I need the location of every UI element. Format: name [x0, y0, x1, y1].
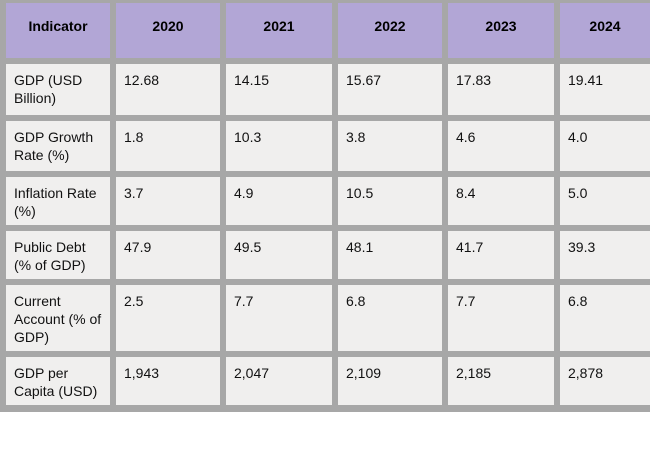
value-cell: 47.9 [110, 224, 226, 285]
value-cell: 12.68 [110, 57, 226, 121]
value-cell: 2,185 [442, 350, 560, 412]
row-label-cell: GDP (USD Billion) [0, 57, 116, 121]
value-cell: 39.3 [554, 224, 650, 285]
value-cell: 7.7 [220, 278, 338, 357]
value-cell: 19.41 [554, 57, 650, 121]
table-row-gdp-per-capita: GDP per Capita (USD) 1,943 2,047 2,109 2… [0, 350, 650, 412]
value-cell: 3.8 [332, 114, 448, 177]
value-cell: 15.67 [332, 57, 448, 121]
value-cell: 1,943 [110, 350, 226, 412]
column-header-2023: 2023 [442, 0, 560, 64]
row-label-cell: GDP per Capita (USD) [0, 350, 116, 412]
value-cell: 7.7 [442, 278, 560, 357]
value-cell: 3.7 [110, 170, 226, 231]
value-cell: 41.7 [442, 224, 560, 285]
row-label-cell: Inflation Rate (%) [0, 170, 116, 231]
value-cell: 48.1 [332, 224, 448, 285]
value-cell: 1.8 [110, 114, 226, 177]
value-cell: 6.8 [554, 278, 650, 357]
row-label-cell: Current Account (% of GDP) [0, 278, 116, 357]
value-cell: 2,047 [220, 350, 338, 412]
table-row-public-debt: Public Debt (% of GDP) 47.9 49.5 48.1 41… [0, 224, 650, 285]
column-header-indicator: Indicator [0, 0, 116, 64]
table-row-current-account: Current Account (% of GDP) 2.5 7.7 6.8 7… [0, 278, 650, 357]
value-cell: 6.8 [332, 278, 448, 357]
indicators-table: Indicator 2020 2021 2022 2023 2024 GDP (… [0, 0, 650, 412]
value-cell: 10.3 [220, 114, 338, 177]
value-cell: 8.4 [442, 170, 560, 231]
value-cell: 5.0 [554, 170, 650, 231]
table-row-gdp-growth: GDP Growth Rate (%) 1.8 10.3 3.8 4.6 4.0 [0, 114, 650, 177]
value-cell: 2.5 [110, 278, 226, 357]
table-row-gdp: GDP (USD Billion) 12.68 14.15 15.67 17.8… [0, 57, 650, 121]
value-cell: 2,109 [332, 350, 448, 412]
value-cell: 14.15 [220, 57, 338, 121]
row-label-cell: GDP Growth Rate (%) [0, 114, 116, 177]
column-header-2020: 2020 [110, 0, 226, 64]
value-cell: 17.83 [442, 57, 560, 121]
value-cell: 4.6 [442, 114, 560, 177]
value-cell: 2,878 [554, 350, 650, 412]
table-header-row: Indicator 2020 2021 2022 2023 2024 [0, 0, 650, 64]
column-header-2022: 2022 [332, 0, 448, 64]
table-row-inflation: Inflation Rate (%) 3.7 4.9 10.5 8.4 5.0 [0, 170, 650, 231]
value-cell: 10.5 [332, 170, 448, 231]
value-cell: 4.0 [554, 114, 650, 177]
column-header-2021: 2021 [220, 0, 338, 64]
column-header-2024: 2024 [554, 0, 650, 64]
row-label-cell: Public Debt (% of GDP) [0, 224, 116, 285]
value-cell: 49.5 [220, 224, 338, 285]
value-cell: 4.9 [220, 170, 338, 231]
